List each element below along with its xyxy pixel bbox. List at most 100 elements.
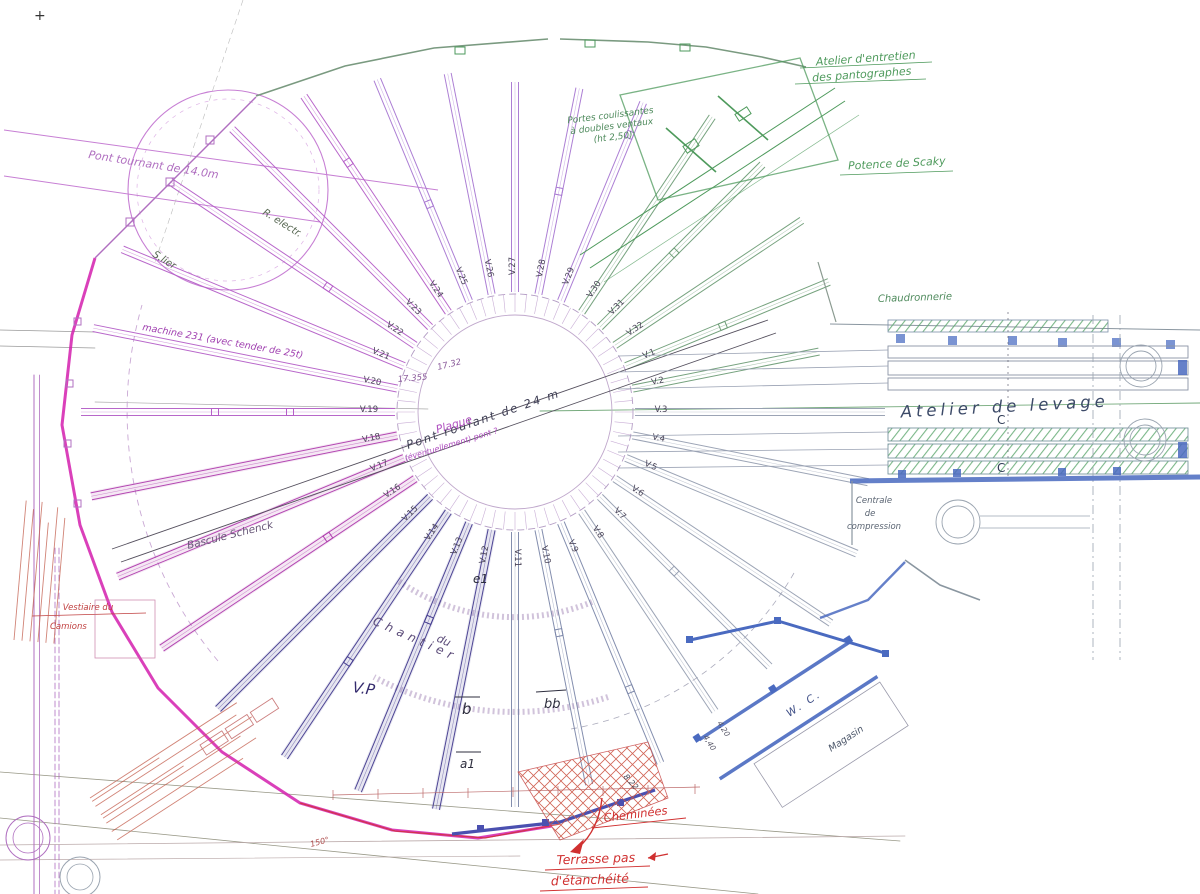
small-turntable: Pont tournant de 14.0m [3, 0, 439, 291]
track-v31: V.31 [597, 161, 766, 330]
track-symbol [554, 627, 564, 638]
track-symbol [717, 320, 729, 332]
section-mark-e1: e1 [473, 572, 488, 586]
track-label: V.20 [362, 375, 382, 388]
ring-tick [410, 458, 427, 468]
ring-tick [480, 298, 487, 317]
track-label: V.27 [508, 257, 518, 275]
ring-tick [416, 467, 433, 478]
ring-tick [592, 475, 607, 488]
ring-tick [431, 328, 445, 342]
atelier-levage: Chaudronnerie Atelier de levage C C [617, 261, 1200, 660]
ring-tick [503, 294, 506, 313]
track-label: V.12 [478, 545, 491, 565]
ring-tick [397, 421, 416, 424]
track-label: V.28 [535, 258, 548, 278]
angle-label: 150° [309, 835, 330, 849]
ring-tick [397, 400, 416, 403]
track-v14: V.14 [280, 508, 453, 760]
track-label: V.31 [607, 297, 627, 317]
magasin-label: Magasin [827, 724, 866, 755]
ring-tick [469, 302, 478, 320]
ring-tick [561, 500, 571, 517]
ring-tick [603, 356, 620, 366]
track-label: V.23 [403, 297, 423, 317]
ring-tick [603, 458, 620, 468]
track-v30: V.30 [578, 114, 716, 315]
ring-tick [439, 320, 452, 335]
terrasse-line2: d'étanchéité [551, 871, 630, 889]
ring-tick [578, 320, 591, 335]
track-v16: V.16 [158, 474, 419, 653]
machine-label: machine 231 (avec tender de 25t) [141, 322, 303, 361]
track-label: V.10 [539, 545, 552, 565]
ring-tick [416, 346, 433, 357]
ring-tick [401, 377, 420, 384]
track-v29: V.29 [557, 100, 647, 303]
ring-tick [561, 307, 571, 324]
ring-tick [578, 489, 591, 504]
centrale-line1: Centrale [856, 496, 892, 506]
ring-tick [543, 507, 550, 526]
section-mark-b: b [462, 700, 472, 718]
ring-tick [570, 494, 581, 511]
ring-tick [613, 388, 631, 393]
ring-tick [439, 489, 452, 504]
track-v21: V.21 [120, 245, 406, 370]
ring-tick [491, 510, 496, 528]
ring-tick [592, 336, 607, 349]
ring-tick [614, 400, 633, 403]
track-symbol [668, 565, 680, 577]
track-label: V.11 [512, 549, 522, 567]
track-v32: V.32 [612, 217, 805, 349]
track-label: V.2 [651, 375, 666, 387]
track-symbol [423, 198, 435, 210]
ring-tick [552, 302, 561, 320]
ring-tick [449, 313, 460, 330]
track-v23: V.23 [229, 126, 433, 330]
track-symbol [554, 186, 564, 197]
ring-tick [401, 440, 420, 447]
ring-tick [524, 511, 527, 530]
radius-dim-2: 17.355 [397, 372, 428, 385]
ring-tick [423, 475, 438, 488]
section-c-top: C [997, 413, 1005, 427]
track-v9: V.9 [557, 521, 665, 765]
ring-tick [431, 482, 445, 496]
ring-tick [480, 507, 487, 526]
ring-tick [534, 296, 539, 314]
ring-tick [399, 388, 417, 393]
track-symbol [342, 655, 354, 667]
reference-lines [0, 329, 1200, 894]
ring-tick [405, 366, 423, 375]
terrasse-line1: Terrasse pas [556, 850, 635, 868]
vp-label: V.P [351, 678, 377, 699]
track-label: V.1 [641, 347, 657, 361]
corner-circles [5, 815, 101, 894]
track-v1: V.1 [624, 278, 831, 370]
track-v10: V.10 [534, 528, 594, 786]
track-label: V.26 [482, 258, 495, 278]
track-v2: V.2 [631, 347, 820, 393]
track-v5: V.5 [624, 454, 859, 558]
track-symbol [322, 531, 334, 543]
vestiaire-label: Vestiaire du [63, 603, 113, 613]
track-symbol [668, 247, 680, 259]
ring-tick [423, 336, 438, 349]
ring-tick [503, 511, 506, 530]
bottom-center: Cheminées Terrasse pas d'étanchéité 4,40… [332, 719, 732, 892]
track-v27: V.27 [508, 82, 519, 292]
potence-label: Potence de Scaky [848, 154, 947, 172]
ring-tick [459, 307, 469, 324]
track-symbol [624, 683, 636, 695]
track-v8: V.8 [578, 509, 719, 714]
chantier-label-2: du [435, 632, 453, 650]
track-v4: V.4 [631, 431, 869, 487]
ring-tick [597, 467, 614, 478]
ring-tick [585, 482, 599, 496]
track-v13: V.13 [353, 520, 474, 793]
outer-walls [60, 38, 807, 840]
section-mark-a1: a1 [460, 757, 475, 771]
